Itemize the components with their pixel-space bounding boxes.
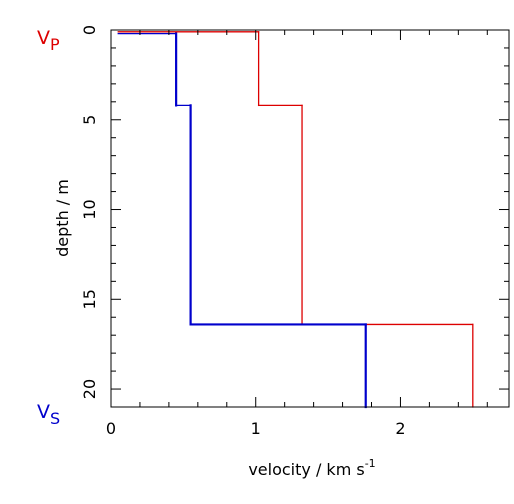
x-tick-label: 0 (106, 419, 116, 438)
y-tick-label: 20 (80, 379, 99, 399)
x-tick-label: 2 (395, 419, 405, 438)
y-axis-label: depth / m (53, 179, 72, 257)
y-tick-label: 10 (80, 199, 99, 219)
x-tick-label: 1 (251, 419, 261, 438)
vs-series-label: VS (37, 401, 60, 428)
y-tick-label: 5 (80, 115, 99, 125)
vp-series-label: VP (37, 27, 60, 54)
plot-frame (110, 29, 510, 408)
y-tick-label: 0 (80, 25, 99, 35)
y-tick-label: 15 (80, 289, 99, 309)
x-axis-label: velocity / km s-1 (248, 457, 375, 479)
series-layer (117, 31, 474, 409)
